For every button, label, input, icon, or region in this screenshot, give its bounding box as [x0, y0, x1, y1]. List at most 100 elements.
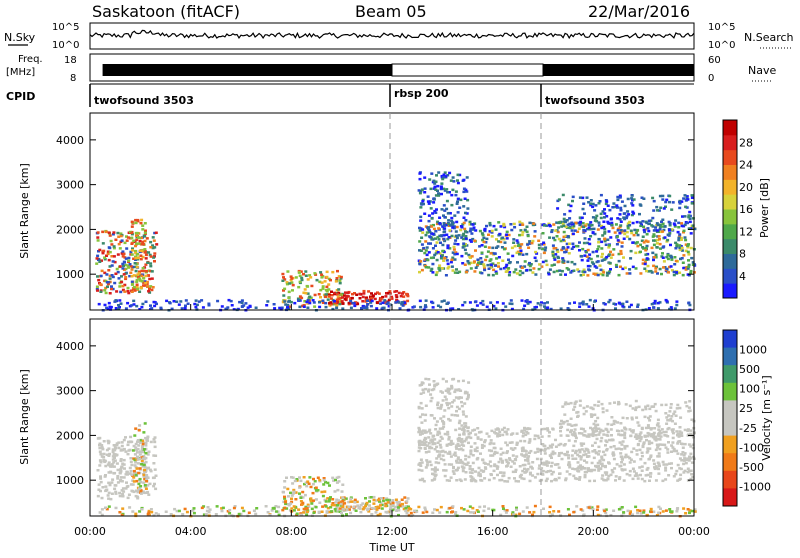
heatmap-cell [353, 304, 357, 308]
heatmap-cell [180, 307, 184, 310]
heatmap-cell [569, 417, 573, 420]
heatmap-cell [175, 509, 179, 513]
heatmap-cell [456, 243, 460, 246]
heatmap-cell [603, 216, 606, 219]
heatmap-cell [448, 452, 452, 455]
heatmap-cell [462, 413, 466, 416]
heatmap-cell [575, 505, 579, 508]
heatmap-cell [581, 196, 585, 200]
heatmap-cell [577, 432, 581, 435]
heatmap-cell [343, 294, 346, 297]
heatmap-cell [623, 433, 627, 437]
heatmap-cell [112, 461, 116, 464]
heatmap-cell [521, 463, 525, 467]
heatmap-cell [485, 224, 488, 228]
heatmap-cell [673, 223, 677, 227]
heatmap-cell [387, 298, 391, 302]
heatmap-cell [496, 427, 500, 430]
heatmap-cell [504, 458, 508, 462]
heatmap-cell [361, 295, 365, 299]
heatmap-cell [107, 258, 111, 262]
heatmap-cell [111, 275, 115, 279]
heatmap-cell [380, 503, 384, 507]
heatmap-cell [623, 455, 627, 459]
heatmap-cell [299, 500, 303, 503]
heatmap-cell [447, 436, 451, 439]
heatmap-cell [463, 478, 467, 481]
heatmap-cell [579, 455, 583, 458]
heatmap-cell [450, 405, 454, 408]
heatmap-cell [292, 509, 296, 512]
heatmap-cell [504, 305, 508, 308]
heatmap-cell [100, 446, 104, 449]
heatmap-cell [491, 246, 495, 250]
heatmap-cell [136, 258, 140, 261]
heatmap-cell [122, 490, 126, 493]
heatmap-cell [232, 308, 236, 311]
heatmap-cell [677, 221, 681, 225]
heatmap-cell [555, 248, 559, 252]
heatmap-cell [652, 459, 656, 462]
heatmap-cell [453, 242, 457, 245]
heatmap-cell [649, 510, 653, 514]
heatmap-cell [301, 496, 305, 499]
heatmap-cell [676, 442, 680, 445]
heatmap-cell [674, 247, 678, 250]
heatmap-cell [365, 306, 369, 310]
heatmap-cell [369, 298, 373, 301]
heatmap-cell [418, 439, 422, 443]
heatmap-cell [574, 449, 578, 453]
heatmap-cell [142, 473, 146, 477]
heatmap-cell [469, 256, 472, 259]
colorbar-swatch [723, 453, 737, 472]
heatmap-cell [302, 511, 306, 514]
heatmap-cell [464, 471, 468, 474]
heatmap-cell [138, 274, 142, 277]
heatmap-cell [667, 441, 670, 444]
heatmap-cell [585, 196, 589, 199]
heatmap-cell [644, 474, 648, 477]
heatmap-cell [151, 244, 155, 247]
y-tick-label: 1000 [56, 474, 84, 487]
heatmap-cell [407, 505, 410, 508]
heatmap-cell [626, 210, 630, 213]
heatmap-cell [652, 264, 656, 268]
heatmap-cell [633, 435, 637, 439]
heatmap-cell [119, 449, 123, 452]
heatmap-cell [674, 219, 678, 222]
heatmap-cell [619, 220, 623, 223]
heatmap-cell [469, 475, 473, 478]
heatmap-cell [461, 410, 465, 413]
heatmap-cell [626, 227, 630, 230]
heatmap-cell [100, 259, 103, 262]
heatmap-cell [453, 390, 457, 394]
heatmap-cell [601, 407, 605, 410]
heatmap-cell [505, 230, 509, 234]
heatmap-cell [547, 461, 551, 464]
heatmap-cell [120, 480, 124, 483]
heatmap-cell [456, 442, 460, 446]
heatmap-cell [650, 246, 654, 250]
heatmap-cell [652, 209, 656, 212]
heatmap-cell [579, 442, 583, 445]
heatmap-cell [597, 453, 600, 456]
heatmap-cell [615, 463, 619, 466]
heatmap-cell [421, 429, 425, 432]
heatmap-cell [458, 419, 462, 423]
heatmap-cell [424, 304, 427, 307]
heatmap-cell [601, 410, 605, 414]
heatmap-cell [656, 455, 660, 458]
heatmap-cell [574, 221, 578, 225]
heatmap-cell [479, 301, 483, 305]
heatmap-cell [467, 441, 470, 445]
heatmap-cell [302, 304, 306, 307]
heatmap-cell [679, 257, 682, 261]
heatmap-cell [311, 299, 315, 302]
heatmap-cell [500, 478, 504, 482]
heatmap-cell [417, 463, 421, 466]
heatmap-cell [128, 274, 132, 278]
heatmap-cell [462, 428, 465, 431]
heatmap-cell [419, 202, 423, 205]
heatmap-cell [289, 491, 292, 495]
